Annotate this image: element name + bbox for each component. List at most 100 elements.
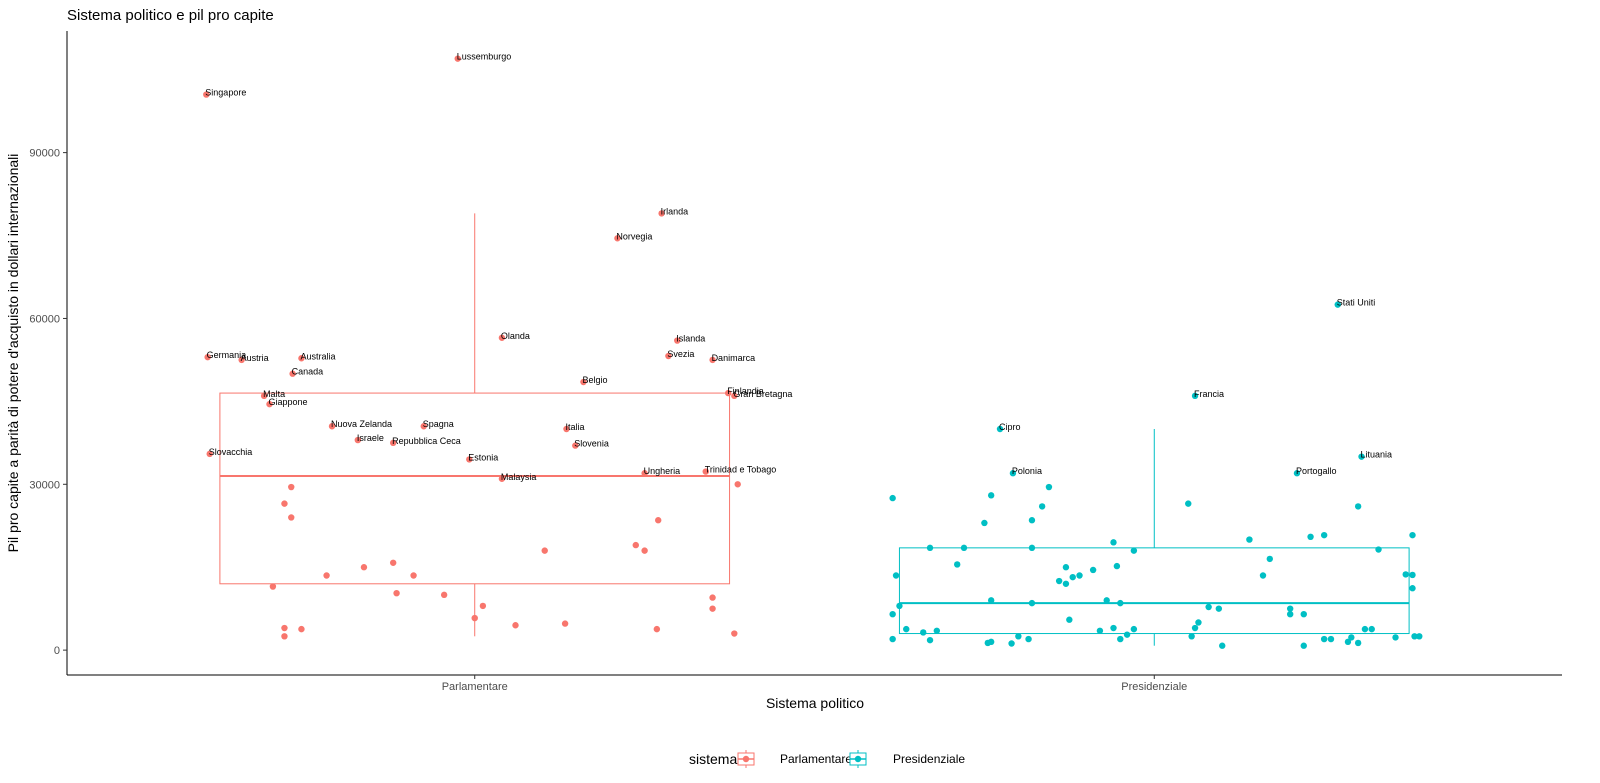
y-axis-title: Pil pro capite a parità di potere d'acqu… <box>5 154 21 553</box>
data-point <box>1130 625 1138 633</box>
data-point <box>960 544 968 552</box>
data-point <box>954 561 961 568</box>
data-point <box>1113 562 1121 570</box>
y-ticks: 0 30000 60000 90000 <box>29 148 67 657</box>
data-point <box>1191 624 1199 632</box>
data-point <box>498 475 506 482</box>
y-tick-label: 90000 <box>29 148 60 160</box>
data-point <box>926 544 934 552</box>
point-label-israele: Israele <box>357 433 384 443</box>
data-point <box>1069 573 1076 581</box>
data-point <box>709 356 716 364</box>
data-point <box>454 55 461 62</box>
point-label-repubblica-ceca: Repubblica Ceca <box>392 436 461 446</box>
point-label-olanda: Olanda <box>501 331 530 341</box>
data-point <box>323 572 330 579</box>
data-point <box>655 517 662 524</box>
data-point <box>984 639 991 647</box>
data-point <box>1062 564 1070 571</box>
data-point <box>354 436 362 444</box>
point-label-francia: Francia <box>1194 389 1224 399</box>
data-point <box>1259 572 1267 579</box>
point-label-estonia: Estonia <box>468 452 498 462</box>
data-point <box>1334 301 1341 308</box>
data-point <box>471 614 478 622</box>
point-label-slovenia: Slovenia <box>574 439 609 449</box>
box-parlamentare <box>219 392 731 585</box>
point-label-stati-uniti: Stati Uniti <box>1337 298 1376 308</box>
data-point <box>1354 503 1362 510</box>
data-point <box>889 610 896 618</box>
point-label-spagna: Spagna <box>423 419 454 429</box>
data-point <box>1103 597 1110 604</box>
data-point <box>933 627 941 634</box>
data-point <box>632 541 639 549</box>
data-point <box>1055 577 1063 585</box>
data-point <box>653 625 661 633</box>
point-labels: Singapore Lussemburgo Irlanda Norvegia Oland… <box>205 52 1392 482</box>
data-point <box>709 594 716 601</box>
legend-dot <box>854 755 862 763</box>
data-point <box>561 620 569 627</box>
point-label-irlanda: Irlanda <box>661 206 689 216</box>
data-point <box>1089 566 1097 574</box>
data-point <box>1028 544 1036 552</box>
data-point <box>298 625 305 633</box>
data-point <box>440 591 448 599</box>
data-point <box>1062 580 1070 587</box>
point-label-islanda: Islanda <box>676 334 705 344</box>
data-point <box>1009 470 1017 477</box>
data-point <box>734 481 741 488</box>
data-point <box>466 456 473 463</box>
data-point <box>1392 634 1399 641</box>
legend-item-parlamentare: Parlamentare <box>737 750 852 768</box>
data-point <box>731 630 738 637</box>
point-label-singapore: Singapore <box>205 88 246 98</box>
data-point <box>298 355 305 362</box>
data-point <box>731 392 738 400</box>
data-point <box>987 492 995 499</box>
data-point <box>288 514 295 521</box>
data-point <box>920 629 927 636</box>
x-axis-title: Sistema politico <box>766 695 864 711</box>
point-label-slovacchia: Slovacchia <box>209 447 253 457</box>
data-point <box>289 370 296 377</box>
data-point <box>1286 610 1294 618</box>
point-label-norvegia: Norvegia <box>616 231 652 241</box>
data-point <box>889 494 896 502</box>
data-point <box>1266 555 1273 563</box>
data-point <box>926 636 934 644</box>
data-point <box>1096 627 1104 634</box>
data-point <box>1110 539 1117 546</box>
point-label-danimarca: Danimarca <box>712 353 756 363</box>
data-point <box>709 605 716 612</box>
legend-key-parlamentare <box>737 750 755 768</box>
data-point <box>665 352 672 360</box>
data-point <box>1416 633 1423 640</box>
data-point <box>896 602 903 610</box>
data-point <box>281 500 288 507</box>
data-point <box>1361 625 1369 633</box>
data-point <box>389 439 397 447</box>
y-tick-label: 30000 <box>29 479 60 491</box>
data-point <box>1348 634 1355 641</box>
legend: sistema Parlamentare Presidenziale <box>689 750 965 768</box>
data-point <box>1028 517 1036 524</box>
y-tick-label: 0 <box>54 645 60 657</box>
data-point <box>1110 624 1117 632</box>
data-point <box>1219 642 1226 649</box>
data-point <box>1025 635 1032 643</box>
data-point <box>269 583 277 590</box>
data-point <box>981 519 988 527</box>
data-point <box>389 559 397 566</box>
data-point <box>702 468 709 475</box>
data-point <box>563 425 570 433</box>
data-point <box>1038 503 1046 510</box>
point-label-cipro: Cipro <box>999 422 1021 432</box>
data-point <box>1015 633 1022 640</box>
data-point <box>393 589 400 597</box>
data-point <box>206 450 213 458</box>
data-point <box>889 635 896 643</box>
data-point <box>1028 599 1036 607</box>
